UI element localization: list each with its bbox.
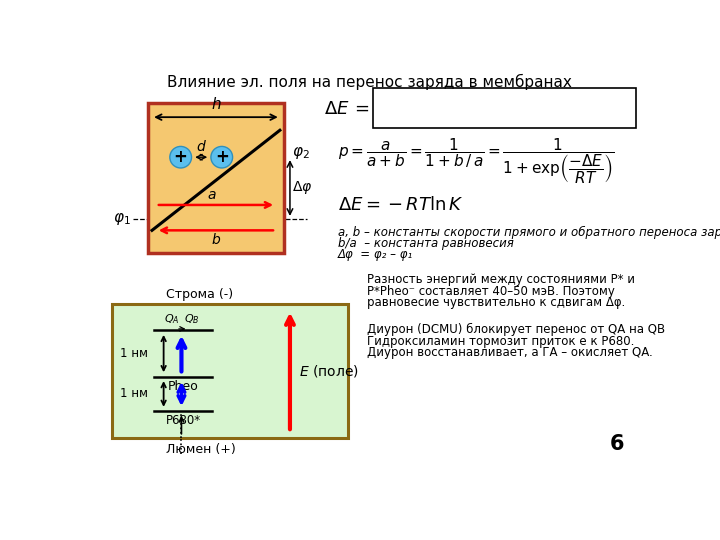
- Text: $\varphi_1$: $\varphi_1$: [113, 211, 131, 227]
- Text: Диурон восстанавливает, а ГА – окисляет QA.: Диурон восстанавливает, а ГА – окисляет …: [367, 346, 653, 359]
- Text: 6: 6: [610, 434, 624, 454]
- Circle shape: [211, 146, 233, 168]
- Text: +: +: [215, 148, 229, 166]
- Text: Влияние эл. поля на перенос заряда в мембранах: Влияние эл. поля на перенос заряда в мем…: [166, 73, 572, 90]
- Text: a, b – константы скорости прямого и обратного переноса заряда: a, b – константы скорости прямого и обра…: [338, 226, 720, 239]
- Text: Строма (-): Строма (-): [166, 288, 233, 301]
- Text: b: b: [212, 233, 220, 247]
- Circle shape: [170, 146, 192, 168]
- Text: P680*: P680*: [166, 414, 201, 427]
- Bar: [373, 88, 636, 128]
- Text: 1 нм: 1 нм: [120, 388, 148, 401]
- Text: 1 нм: 1 нм: [120, 347, 148, 360]
- Text: $\Delta\varphi$: $\Delta\varphi$: [292, 179, 312, 197]
- Text: a: a: [208, 188, 216, 202]
- Text: Δφ  = φ₂ – φ₁: Δφ = φ₂ – φ₁: [338, 248, 413, 261]
- Text: d: d: [197, 140, 206, 154]
- Text: Диурон (DCMU) блокирует перенос от QA на QB: Диурон (DCMU) блокирует перенос от QA на…: [367, 323, 665, 336]
- Text: Разность энергий между состояниями P* и: Разность энергий между состояниями P* и: [367, 273, 636, 286]
- Text: $E$ (поле): $E$ (поле): [300, 363, 359, 379]
- Text: +: +: [174, 148, 188, 166]
- Text: Люмен (+): Люмен (+): [166, 443, 235, 456]
- Text: $Q_B$: $Q_B$: [184, 312, 199, 326]
- Text: Pheo: Pheo: [168, 380, 199, 393]
- Text: P*Pheo⁻ составляет 40–50 мэВ. Поэтому: P*Pheo⁻ составляет 40–50 мэВ. Поэтому: [367, 285, 616, 298]
- Text: b/a  – константа равновесия: b/a – константа равновесия: [338, 237, 514, 250]
- Text: равновесие чувствительно к сдвигам Δφ.: равновесие чувствительно к сдвигам Δφ.: [367, 296, 626, 309]
- Text: h: h: [211, 97, 221, 112]
- Bar: [112, 303, 348, 438]
- Text: Гидроксиламин тормозит приток е к P680.: Гидроксиламин тормозит приток е к P680.: [367, 335, 635, 348]
- Text: $Q_A$: $Q_A$: [163, 312, 179, 326]
- Bar: [148, 103, 284, 253]
- Text: $\varphi_2$: $\varphi_2$: [292, 145, 309, 161]
- Text: $p = \dfrac{a}{a+b} = \dfrac{1}{1+b\,/\,a} = \dfrac{1}{1+\exp\!\left(\dfrac{-\De: $p = \dfrac{a}{a+b} = \dfrac{1}{1+b\,/\,…: [338, 136, 614, 186]
- Text: $\Delta E = -RT\ln K$: $\Delta E = -RT\ln K$: [338, 196, 464, 214]
- Text: $\Delta E\,=$: $\Delta E\,=$: [324, 100, 369, 118]
